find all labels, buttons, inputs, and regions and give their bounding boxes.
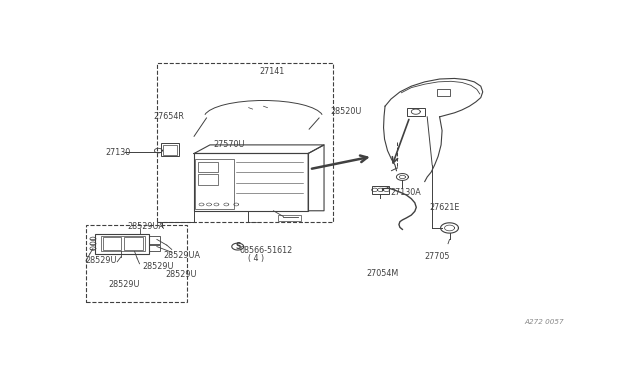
Text: 27141: 27141 bbox=[260, 67, 285, 76]
Text: 28529U: 28529U bbox=[142, 262, 173, 271]
Bar bbox=[278, 215, 301, 221]
Bar bbox=[195, 159, 234, 209]
Bar bbox=[408, 108, 425, 116]
Text: 28529UA: 28529UA bbox=[163, 251, 200, 260]
Text: 08566-51612: 08566-51612 bbox=[240, 246, 293, 255]
Text: 27621E: 27621E bbox=[429, 203, 460, 212]
Text: 28529U: 28529U bbox=[85, 256, 116, 265]
Text: 28520U: 28520U bbox=[330, 108, 362, 116]
Bar bbox=[163, 145, 177, 155]
Text: 27705: 27705 bbox=[425, 251, 450, 260]
Bar bbox=[161, 144, 179, 156]
Text: 27130A: 27130A bbox=[390, 187, 420, 197]
Text: A272 0057: A272 0057 bbox=[524, 319, 564, 325]
Text: 27054M: 27054M bbox=[366, 269, 399, 278]
Bar bbox=[95, 234, 150, 254]
Text: 28529U: 28529U bbox=[165, 270, 197, 279]
Text: 27130: 27130 bbox=[106, 148, 131, 157]
Bar bbox=[194, 154, 308, 211]
Bar bbox=[157, 63, 333, 222]
Text: 28529UA: 28529UA bbox=[127, 222, 164, 231]
Bar bbox=[150, 236, 161, 244]
Text: S: S bbox=[235, 242, 241, 251]
Bar bbox=[198, 161, 218, 172]
Bar bbox=[437, 89, 449, 96]
Bar bbox=[124, 237, 143, 250]
Text: ( 4 ): ( 4 ) bbox=[248, 254, 264, 263]
Text: 27570U: 27570U bbox=[213, 140, 244, 149]
Bar bbox=[101, 236, 145, 251]
Text: 28529U: 28529U bbox=[109, 280, 140, 289]
Bar bbox=[150, 244, 161, 251]
Bar bbox=[198, 173, 218, 185]
Bar bbox=[103, 237, 121, 250]
Bar bbox=[372, 186, 388, 193]
Text: 27654R: 27654R bbox=[154, 112, 184, 121]
Bar bbox=[86, 225, 187, 302]
